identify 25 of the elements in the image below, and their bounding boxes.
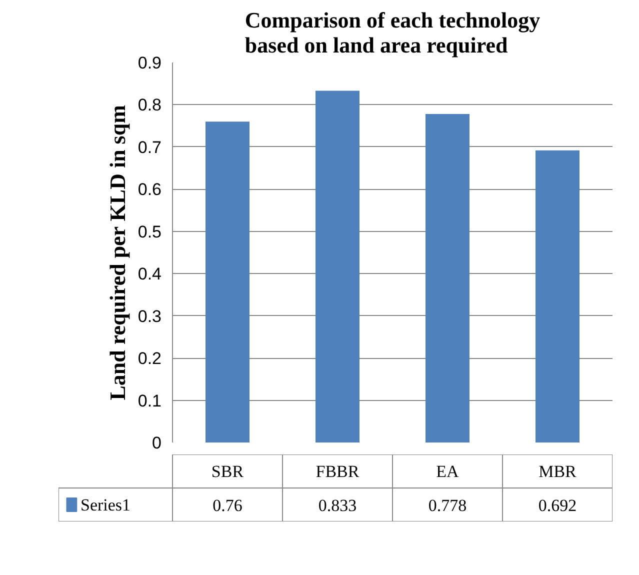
- y-tick-label: 0.2: [138, 349, 162, 368]
- y-tick-label: 0.1: [138, 391, 162, 410]
- y-axis-title: Land required per KLD in sqm: [104, 105, 130, 400]
- y-tick-label: 0.7: [138, 138, 162, 157]
- y-tick-label: 0.8: [138, 96, 162, 115]
- y-tick-label: 0.3: [138, 306, 162, 326]
- y-tick-label: 0.5: [138, 222, 162, 242]
- y-tick-label: 0.4: [138, 264, 162, 284]
- data-label: 0.692: [538, 496, 577, 515]
- data-label: 0.778: [428, 496, 467, 515]
- x-tick-label: SBR: [211, 462, 244, 481]
- y-tick-label: 0: [152, 434, 162, 452]
- bar: [536, 150, 580, 442]
- bar: [206, 122, 250, 442]
- chart-title: Comparison of each technology based on land area required: [244, 8, 540, 58]
- data-label: 0.76: [212, 496, 242, 515]
- bar: [316, 90, 360, 442]
- y-tick-label: 0.6: [138, 180, 162, 200]
- y-tick-label: 0.9: [138, 54, 162, 72]
- x-tick-label: EA: [436, 462, 460, 481]
- x-tick-label: FBBR: [316, 462, 360, 481]
- bar: [426, 114, 470, 442]
- x-tick-label: MBR: [538, 462, 578, 481]
- legend-label: Series1: [80, 495, 131, 514]
- data-label: 0.833: [318, 496, 357, 515]
